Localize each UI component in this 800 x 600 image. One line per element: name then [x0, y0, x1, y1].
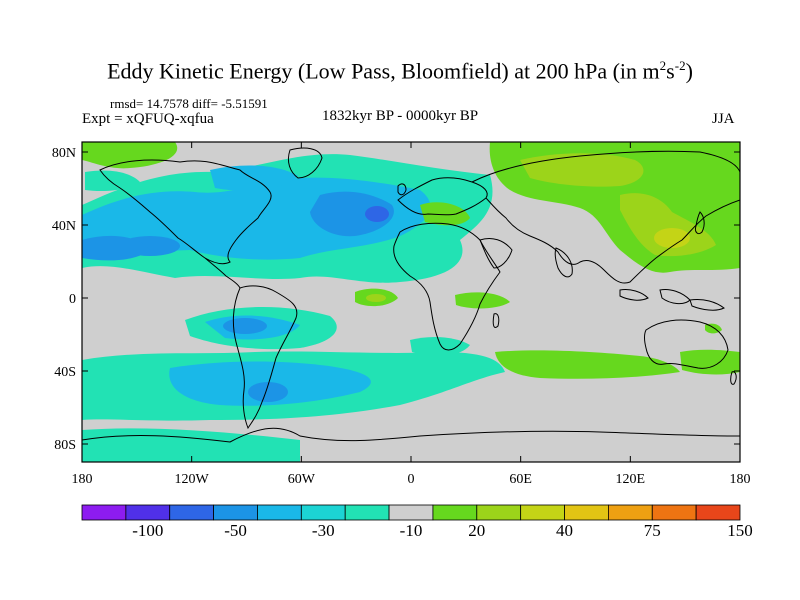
colorbar-label: 40	[556, 521, 573, 540]
colorbar-swatch	[432, 504, 478, 521]
colorbar-swatch	[169, 504, 215, 521]
colorbar-label: -10	[400, 521, 423, 540]
colorbar-swatch	[125, 504, 171, 521]
x-tick-label: 60W	[288, 472, 316, 487]
colorbar-label: 150	[727, 521, 753, 540]
coastlines	[82, 147, 740, 443]
colorbar-swatch	[520, 504, 565, 521]
colorbar-label: -50	[224, 521, 247, 540]
colorbar: -100 -50 -30 -10 20 40 75 150	[81, 504, 753, 540]
y-axis: 80N 40N 0 40S 80S	[52, 146, 740, 453]
stats-label: rmsd= 14.7578 diff= -5.51591	[110, 96, 268, 111]
colorbar-swatch	[476, 504, 522, 521]
colorbar-swatch	[300, 504, 346, 521]
y-tick-label: 40N	[52, 219, 76, 234]
season-label: JJA	[712, 111, 735, 127]
colorbar-swatch	[344, 504, 390, 521]
colorbar-label: 75	[644, 521, 661, 540]
colorbar-label: -100	[132, 521, 163, 540]
x-tick-label: 0	[408, 472, 415, 487]
y-tick-label: 0	[69, 292, 76, 307]
colorbar-swatch	[651, 504, 697, 521]
colorbar-label: -30	[312, 521, 335, 540]
y-tick-label: 40S	[54, 365, 76, 380]
colorbar-swatch	[81, 504, 127, 521]
colorbar-swatch	[257, 504, 302, 521]
experiment-label: Expt = xQFUQ-xqfua	[82, 111, 214, 127]
y-tick-label: 80N	[52, 146, 76, 161]
positive-anomaly-field	[82, 142, 740, 379]
x-tick-label: 60E	[509, 472, 532, 487]
colorbar-label: 20	[468, 521, 485, 540]
colorbar-swatch	[388, 504, 434, 521]
negative-anomaly-field	[82, 154, 505, 462]
period-label: 1832kyr BP - 0000kyr BP	[322, 108, 479, 124]
x-tick-label: 120W	[175, 472, 210, 487]
x-axis: 180 120W 60W 0 60E 120E 180	[72, 142, 751, 487]
x-tick-label: 180	[730, 472, 751, 487]
plot-title: Eddy Kinetic Energy (Low Pass, Bloomfiel…	[107, 58, 693, 84]
map-panel	[82, 142, 740, 462]
colorbar-swatch	[608, 504, 653, 521]
y-tick-label: 80S	[54, 438, 76, 453]
x-tick-label: 120E	[616, 472, 646, 487]
colorbar-swatch	[213, 504, 258, 521]
x-tick-label: 180	[72, 472, 93, 487]
colorbar-swatch	[695, 504, 741, 521]
colorbar-swatch	[564, 504, 609, 521]
